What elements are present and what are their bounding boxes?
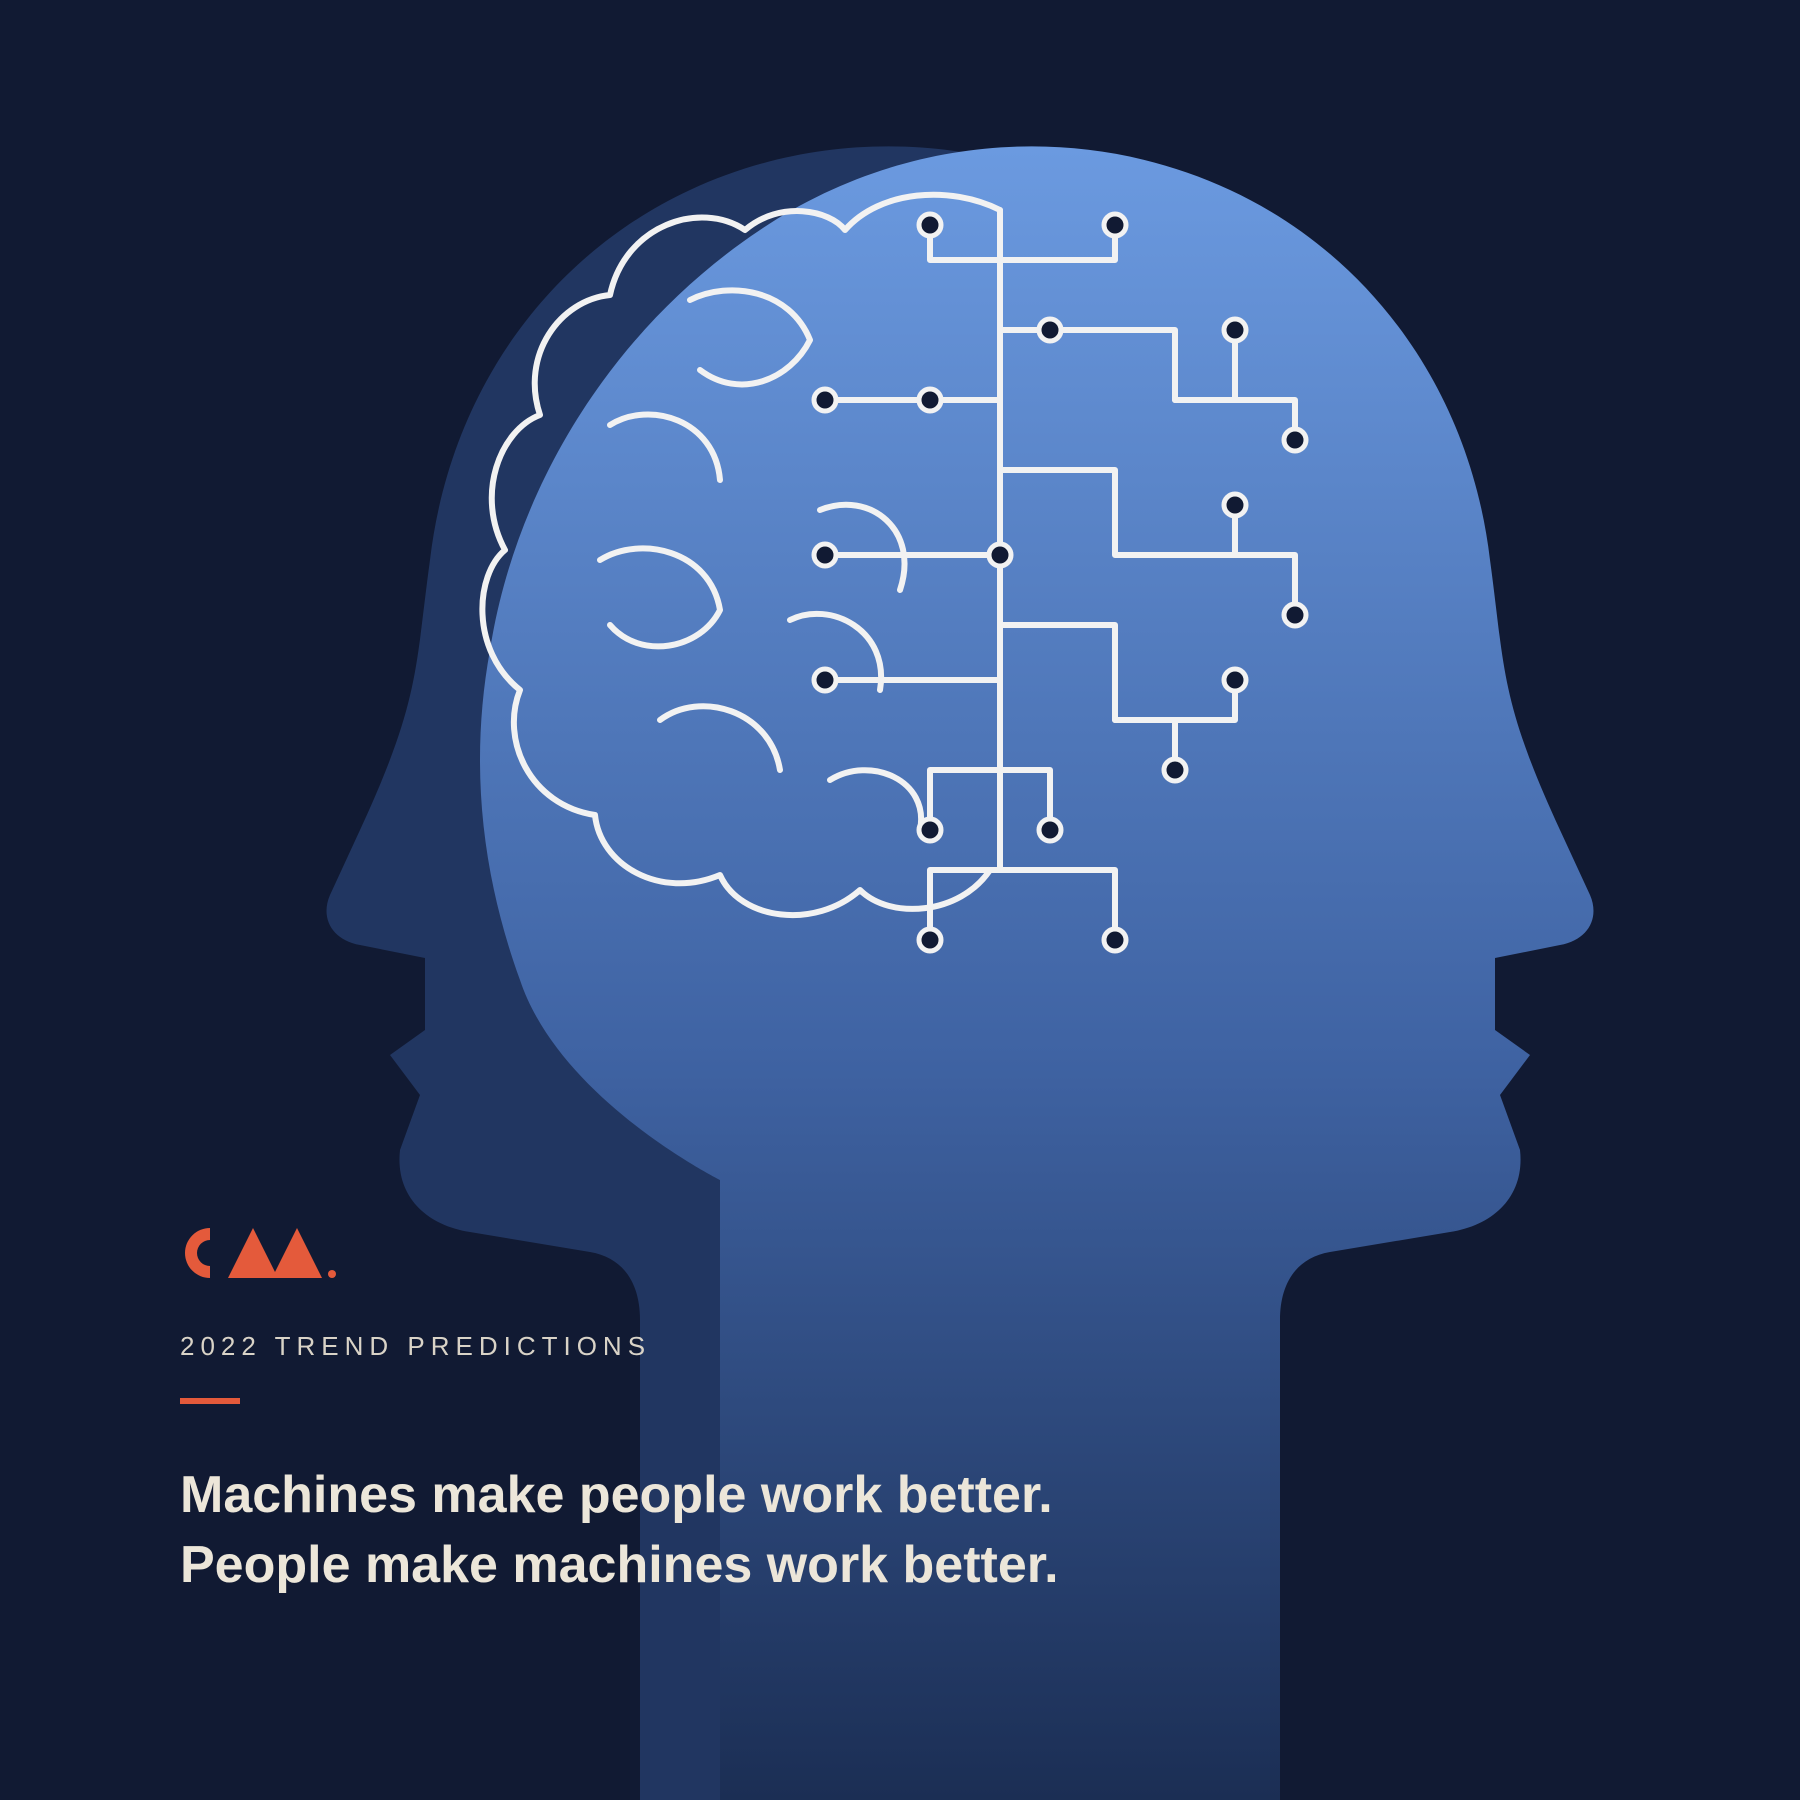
headline-line-2: People make machines work better. [180, 1530, 1059, 1600]
brand-logo [180, 1222, 1059, 1289]
logo-icon [180, 1222, 340, 1284]
headline-line-1: Machines make people work better. [180, 1460, 1059, 1530]
subtitle: 2022 TREND PREDICTIONS [180, 1331, 1059, 1362]
text-block: 2022 TREND PREDICTIONS Machines make peo… [180, 1222, 1059, 1600]
accent-bar [180, 1398, 240, 1404]
headline: Machines make people work better. People… [180, 1460, 1059, 1600]
